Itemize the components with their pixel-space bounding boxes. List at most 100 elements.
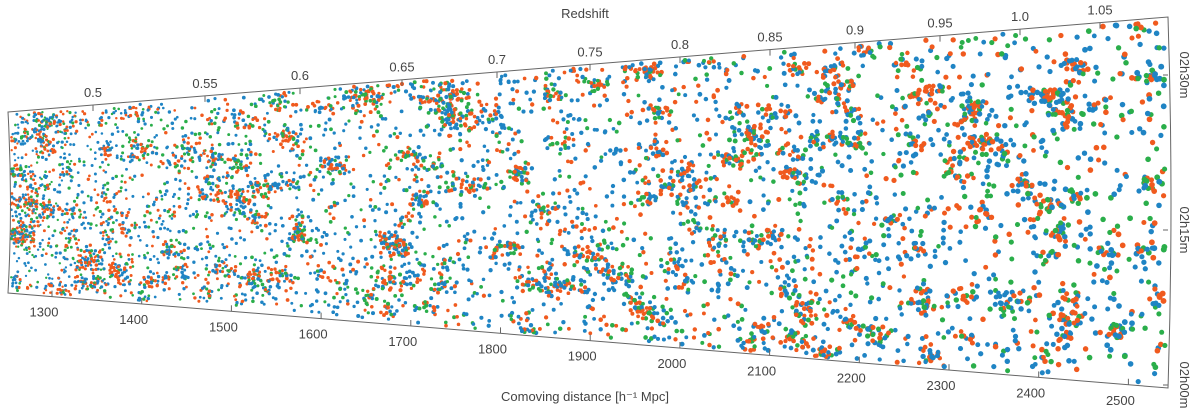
galaxy-point [690,169,695,174]
galaxy-point [458,147,463,152]
galaxy-point [143,122,147,126]
galaxy-point [451,182,455,186]
galaxy-point [1104,279,1110,285]
galaxy-point [709,287,715,293]
galaxy-point [511,97,516,102]
galaxy-point [205,174,210,179]
galaxy-point [243,214,247,218]
galaxy-point [77,238,81,242]
galaxy-point [239,302,244,306]
galaxy-point [813,180,818,185]
galaxy-point [27,261,30,265]
galaxy-point [214,157,218,161]
galaxy-point [1004,191,1010,197]
galaxy-point [523,214,528,219]
galaxy-point [792,167,797,172]
galaxy-point [95,201,99,205]
galaxy-point [1055,299,1061,306]
galaxy-point [441,243,446,248]
galaxy-point [711,260,716,265]
galaxy-point [211,182,215,186]
galaxy-point [728,110,733,115]
galaxy-point [116,130,120,133]
galaxy-point [306,215,311,219]
galaxy-point [329,204,334,209]
galaxy-point [296,180,300,184]
galaxy-point [166,124,169,128]
galaxy-point [466,255,471,260]
galaxy-point [1123,174,1129,180]
galaxy-point [754,152,759,157]
galaxy-point [830,183,835,189]
galaxy-point [152,235,156,239]
galaxy-point [849,342,855,348]
galaxy-point [98,165,102,169]
galaxy-point [729,115,735,120]
galaxy-point [33,224,37,228]
galaxy-point [862,166,868,172]
galaxy-point [1119,242,1126,249]
galaxy-point [1032,269,1038,275]
galaxy-point [415,175,419,179]
galaxy-point [1046,102,1053,109]
galaxy-point [124,234,128,238]
galaxy-point [547,218,552,223]
galaxy-point [1024,300,1031,306]
galaxy-point [192,271,196,275]
galaxy-point [793,113,799,119]
galaxy-point [965,90,971,96]
galaxy-point [587,304,592,309]
galaxy-point [1006,231,1012,238]
galaxy-point [393,293,398,298]
galaxy-point [1077,126,1083,131]
galaxy-point [905,333,911,339]
galaxy-point [1116,303,1122,309]
galaxy-point [79,273,83,277]
galaxy-point [580,74,585,80]
galaxy-point [82,112,87,116]
galaxy-point [47,237,51,240]
galaxy-point [408,133,413,138]
galaxy-point [308,183,313,188]
galaxy-point [258,153,262,157]
galaxy-point [638,284,644,290]
galaxy-point [102,191,106,195]
galaxy-point [986,276,992,282]
galaxy-point [583,314,588,319]
galaxy-point [34,268,38,272]
galaxy-point [1005,368,1011,374]
galaxy-point [680,247,685,252]
galaxy-point [123,289,127,293]
galaxy-point [61,146,64,150]
galaxy-point [659,263,664,269]
galaxy-point [289,286,293,291]
galaxy-point [716,253,721,258]
galaxy-point [641,250,646,255]
galaxy-point [747,280,752,285]
galaxy-point [669,236,674,241]
galaxy-point [822,81,828,86]
galaxy-point [297,163,301,167]
galaxy-point [559,301,563,306]
galaxy-point [516,106,522,111]
galaxy-point [118,252,122,256]
galaxy-point [992,343,999,350]
galaxy-point [728,271,734,277]
galaxy-point [807,138,813,144]
galaxy-point [1161,45,1167,51]
galaxy-point [410,202,415,207]
galaxy-point [1102,130,1108,136]
galaxy-point [234,154,237,158]
galaxy-point [541,205,546,210]
galaxy-point [179,156,184,161]
galaxy-point [724,260,729,265]
galaxy-point [145,209,150,214]
galaxy-point [48,276,51,280]
galaxy-point [598,158,604,163]
galaxy-point [918,233,923,238]
galaxy-point [592,255,598,261]
galaxy-point [614,323,619,328]
galaxy-point [200,113,204,118]
galaxy-point [987,113,992,118]
galaxy-point [562,205,567,210]
